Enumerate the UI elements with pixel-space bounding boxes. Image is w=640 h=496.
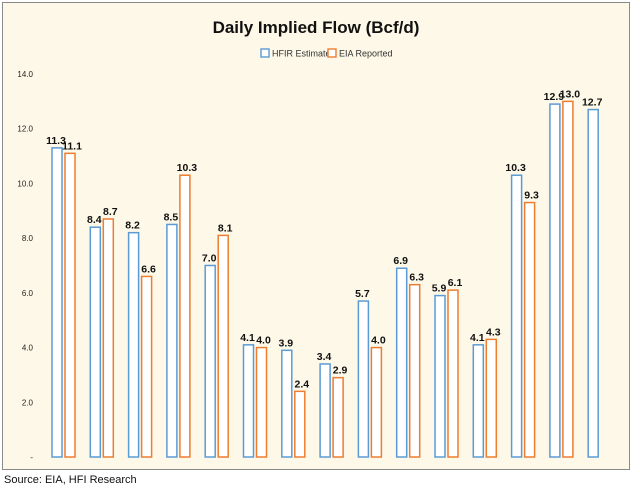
bar-hfir xyxy=(281,349,293,458)
data-label: 6.1 xyxy=(448,277,463,289)
chart-frame: Daily Implied Flow (Bcf/d) HFIR Estimate… xyxy=(2,2,630,470)
data-label: 8.7 xyxy=(103,206,118,218)
bar-hfir xyxy=(51,147,63,458)
y-tick-label: 14.0 xyxy=(17,70,33,79)
legend-label: HFIR Estimate xyxy=(272,49,331,59)
y-tick-label: 8.0 xyxy=(22,234,34,243)
chart-svg: Daily Implied Flow (Bcf/d) HFIR Estimate… xyxy=(17,18,603,462)
data-label: 3.9 xyxy=(278,337,293,349)
source-note: Source: EIA, HFI Research xyxy=(4,474,137,486)
bar-eia xyxy=(447,289,459,458)
data-label: 8.5 xyxy=(164,211,179,223)
bar-eia xyxy=(102,218,115,458)
y-axis: - 2.0 4.0 6.0 8.0 10.0 12.0 14.0 xyxy=(17,70,33,462)
data-label: 4.3 xyxy=(486,326,501,338)
bar-eia xyxy=(370,346,383,458)
bar-hfir xyxy=(587,108,599,458)
bar-eia xyxy=(408,283,421,458)
data-label: 11.1 xyxy=(62,140,82,152)
data-label: 2.9 xyxy=(333,365,348,377)
bar-hfir xyxy=(89,226,102,458)
data-labels: 11.311.18.48.78.26.68.510.37.08.14.1 4.0 3… xyxy=(46,88,603,390)
y-tick-label: 6.0 xyxy=(22,289,34,298)
chart-title: Daily Implied Flow (Bcf/d) xyxy=(213,18,420,37)
data-label: 9.3 xyxy=(524,190,539,202)
legend-swatch xyxy=(260,48,270,58)
bar-hfir xyxy=(510,174,523,458)
data-label: 8.2 xyxy=(125,220,140,232)
data-label: 10.3 xyxy=(177,162,198,174)
data-label: 6.9 xyxy=(393,255,408,267)
data-label: 13.0 xyxy=(560,88,581,100)
bar-eia xyxy=(523,201,536,458)
bar-hfir xyxy=(242,344,255,458)
legend-swatch xyxy=(327,48,337,58)
bar-eia xyxy=(64,152,76,458)
legend-label: EIA Reported xyxy=(339,49,393,59)
bar-hfir xyxy=(434,294,446,458)
data-label: 4.0 xyxy=(256,335,271,347)
bar-eia xyxy=(332,376,344,458)
data-label: 8.1 xyxy=(218,222,233,234)
data-label: 5.9 xyxy=(432,283,447,295)
y-tick-label: 10.0 xyxy=(17,179,33,188)
data-label: 8.4 xyxy=(87,214,102,226)
bar-eia xyxy=(562,100,574,458)
bars xyxy=(51,100,599,458)
bar-hfir xyxy=(204,264,216,458)
y-tick-label: 4.0 xyxy=(22,344,34,353)
data-label: 4.0 xyxy=(371,335,386,347)
bar-eia xyxy=(294,390,306,458)
bar-hfir xyxy=(549,103,561,458)
data-label: 3.4 xyxy=(317,351,332,363)
data-label: 12.7 xyxy=(582,97,603,109)
bar-hfir xyxy=(357,300,370,458)
bar-hfir xyxy=(319,363,331,458)
bar-eia xyxy=(217,234,229,458)
data-label: 4.1 xyxy=(240,332,255,344)
bar-eia xyxy=(140,275,153,458)
data-label: 6.6 xyxy=(141,263,156,275)
bar-hfir xyxy=(472,344,485,458)
legend: HFIR Estimate EIA Reported xyxy=(260,48,393,59)
bar-hfir xyxy=(166,223,178,458)
bar-eia xyxy=(179,174,191,458)
data-label: 7.0 xyxy=(202,253,217,265)
data-label: 6.3 xyxy=(409,272,424,284)
data-label: 10.3 xyxy=(505,162,526,174)
bar-hfir xyxy=(395,267,408,458)
data-label: 2.4 xyxy=(294,378,309,390)
bar-eia xyxy=(255,346,268,458)
y-tick-label: 12.0 xyxy=(17,125,33,134)
data-label: 11.3 xyxy=(46,135,66,147)
bar-eia xyxy=(485,338,498,458)
y-tick-label: 2.0 xyxy=(22,398,34,407)
y-tick-label: - xyxy=(30,453,33,462)
data-label: 4.1 xyxy=(470,332,485,344)
data-label: 5.7 xyxy=(355,288,370,300)
data-label: 12.9 xyxy=(544,91,565,103)
bar-hfir xyxy=(127,231,140,458)
